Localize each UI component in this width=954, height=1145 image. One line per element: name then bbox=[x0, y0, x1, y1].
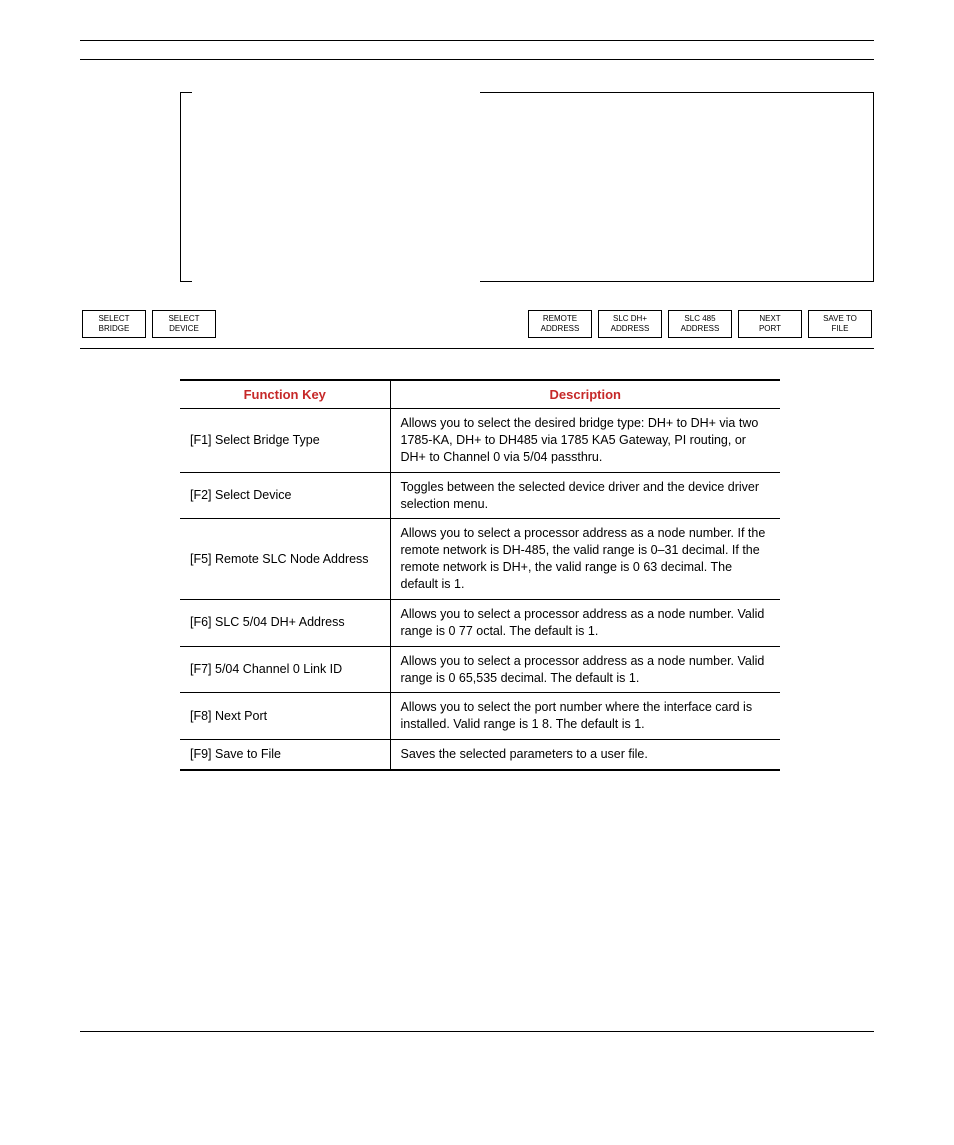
fkey-button-row: SELECT BRIDGE SELECT DEVICE REMOTE ADDRE… bbox=[80, 310, 874, 338]
fkey-label-line1: SAVE TO bbox=[823, 314, 857, 324]
fkey-label-line2: BRIDGE bbox=[99, 324, 130, 334]
table-cell-key: [F7] 5/04 Channel 0 Link ID bbox=[180, 646, 390, 693]
table-cell-desc: Saves the selected parameters to a user … bbox=[390, 740, 780, 770]
fkey-next-port[interactable]: NEXT PORT bbox=[738, 310, 802, 338]
table-row: [F2] Select Device Toggles between the s… bbox=[180, 472, 780, 519]
rule-top bbox=[80, 40, 874, 41]
rule-under-buttons bbox=[80, 348, 874, 349]
fkey-save-to-file[interactable]: SAVE TO FILE bbox=[808, 310, 872, 338]
table-row: [F5] Remote SLC Node Address Allows you … bbox=[180, 519, 780, 600]
table-cell-key: [F8] Next Port bbox=[180, 693, 390, 740]
fkey-label-line1: SELECT bbox=[98, 314, 129, 324]
fkey-label-line2: DEVICE bbox=[169, 324, 199, 334]
fkey-label-line2: PORT bbox=[759, 324, 781, 334]
fkey-spacer bbox=[216, 310, 528, 338]
table-cell-key: [F6] SLC 5/04 DH+ Address bbox=[180, 599, 390, 646]
table-cell-desc: Toggles between the selected device driv… bbox=[390, 472, 780, 519]
table-cell-desc: Allows you to select a processor address… bbox=[390, 599, 780, 646]
table-cell-desc: Allows you to select the port number whe… bbox=[390, 693, 780, 740]
fkey-label-line2: FILE bbox=[832, 324, 849, 334]
table-cell-key: [F5] Remote SLC Node Address bbox=[180, 519, 390, 600]
fkey-label-line2: ADDRESS bbox=[541, 324, 580, 334]
fkey-label-line2: ADDRESS bbox=[681, 324, 720, 334]
fkey-label-line1: SLC DH+ bbox=[613, 314, 647, 324]
table-header-function-key: Function Key bbox=[180, 380, 390, 409]
fkey-label-line1: NEXT bbox=[759, 314, 780, 324]
fkey-select-bridge[interactable]: SELECT BRIDGE bbox=[82, 310, 146, 338]
table-row: [F8] Next Port Allows you to select the … bbox=[180, 693, 780, 740]
fkey-group-left: SELECT BRIDGE SELECT DEVICE bbox=[82, 310, 216, 338]
fkey-remote-address[interactable]: REMOTE ADDRESS bbox=[528, 310, 592, 338]
function-key-table: Function Key Description [F1] Select Bri… bbox=[180, 379, 780, 771]
fkey-label-line1: SELECT bbox=[168, 314, 199, 324]
rule-bottom bbox=[80, 1031, 874, 1032]
rule-mid bbox=[80, 59, 874, 60]
table-cell-desc: Allows you to select a processor address… bbox=[390, 646, 780, 693]
fkey-slc-dhplus-address[interactable]: SLC DH+ ADDRESS bbox=[598, 310, 662, 338]
table-row: [F6] SLC 5/04 DH+ Address Allows you to … bbox=[180, 599, 780, 646]
fkey-select-device[interactable]: SELECT DEVICE bbox=[152, 310, 216, 338]
diagram-right-box bbox=[480, 92, 874, 282]
table-cell-desc: Allows you to select the desired bridge … bbox=[390, 409, 780, 473]
table-cell-key: [F1] Select Bridge Type bbox=[180, 409, 390, 473]
fkey-label-line1: REMOTE bbox=[543, 314, 577, 324]
table-row: [F9] Save to File Saves the selected par… bbox=[180, 740, 780, 770]
table-cell-desc: Allows you to select a processor address… bbox=[390, 519, 780, 600]
fkey-slc-485-address[interactable]: SLC 485 ADDRESS bbox=[668, 310, 732, 338]
table-header-row: Function Key Description bbox=[180, 380, 780, 409]
diagram-left-bracket bbox=[180, 92, 192, 282]
screen-diagram bbox=[180, 86, 874, 286]
table-row: [F7] 5/04 Channel 0 Link ID Allows you t… bbox=[180, 646, 780, 693]
fkey-group-right: REMOTE ADDRESS SLC DH+ ADDRESS SLC 485 A… bbox=[528, 310, 872, 338]
table-row: [F1] Select Bridge Type Allows you to se… bbox=[180, 409, 780, 473]
table-header-description: Description bbox=[390, 380, 780, 409]
table-cell-key: [F9] Save to File bbox=[180, 740, 390, 770]
fkey-label-line1: SLC 485 bbox=[684, 314, 715, 324]
table-cell-key: [F2] Select Device bbox=[180, 472, 390, 519]
fkey-label-line2: ADDRESS bbox=[611, 324, 650, 334]
